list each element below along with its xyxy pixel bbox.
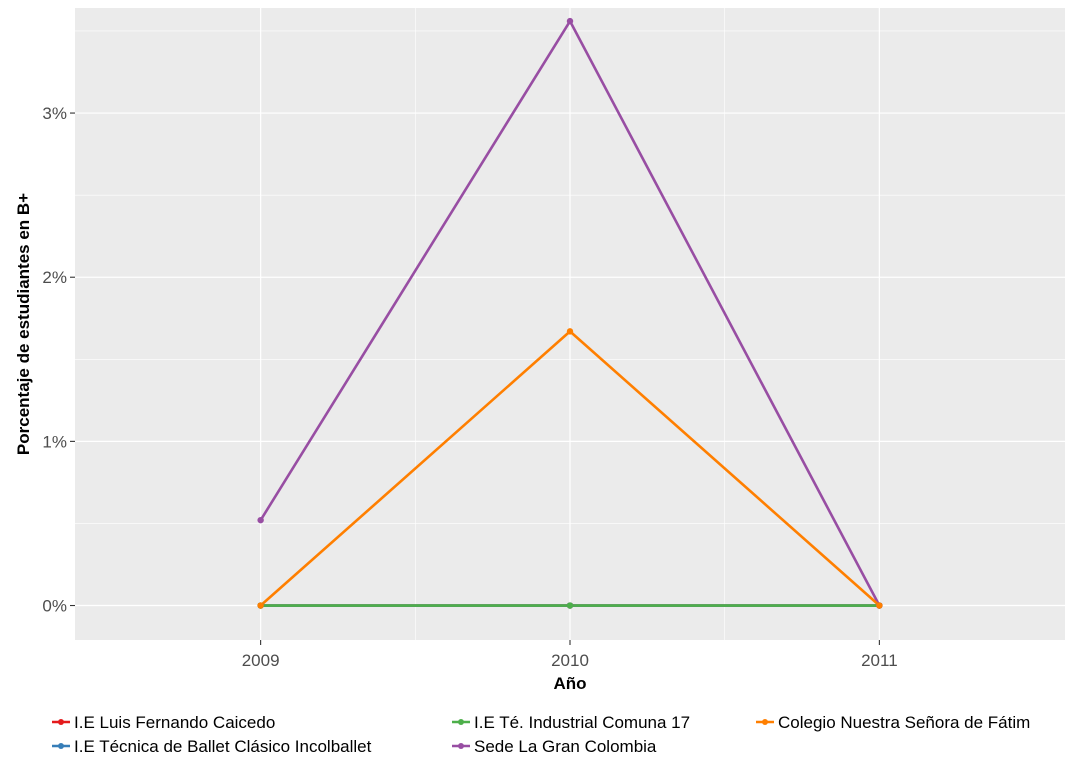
y-tick-label: 3%: [42, 104, 67, 123]
legend: I.E Luis Fernando Caicedo I.E Técnica de …: [52, 713, 1030, 756]
data-point: [566, 17, 574, 25]
legend-key-point: [58, 743, 64, 749]
axis-ticks: [70, 112, 880, 645]
legend-label: Colegio Nuestra Señora de Fátim: [778, 713, 1030, 732]
series-layer: [257, 17, 883, 609]
data-point: [566, 602, 574, 609]
data-point: [257, 516, 264, 524]
x-tick-labels: 2009 2010 2011: [242, 651, 898, 670]
legend-label: I.E Té. Industrial Comuna 17: [474, 713, 690, 732]
legend-key-point: [458, 719, 464, 725]
y-tick-label: 2%: [42, 268, 67, 287]
legend-key-point: [458, 743, 464, 749]
data-point: [876, 602, 883, 609]
legend-label: I.E Luis Fernando Caicedo: [74, 713, 275, 732]
data-point: [257, 602, 264, 609]
x-tick-label: 2011: [861, 651, 898, 670]
legend-label: I.E Técnica de Ballet Clásico Incolballe…: [74, 737, 372, 756]
legend-key-point: [58, 719, 64, 725]
legend-key-point: [762, 719, 768, 725]
y-tick-labels: 0% 1% 2% 3%: [42, 104, 67, 615]
x-axis-title: Año: [553, 674, 586, 693]
x-tick-label: 2009: [242, 651, 280, 670]
data-point: [566, 328, 574, 335]
y-axis-title: Porcentaje de estudiantes en B+: [14, 193, 33, 455]
x-tick-label: 2010: [551, 651, 589, 670]
y-tick-label: 1%: [42, 432, 67, 451]
legend-label: Sede La Gran Colombia: [474, 737, 657, 756]
y-tick-label: 0%: [42, 597, 67, 616]
